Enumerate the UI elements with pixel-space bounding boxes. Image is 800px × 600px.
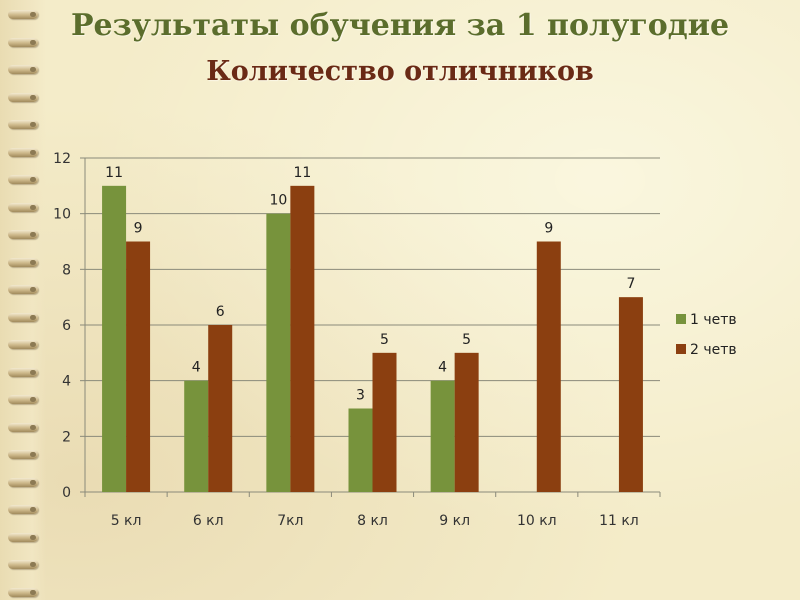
x-category-label: 9 кл <box>439 513 470 529</box>
data-label: 11 <box>293 165 311 181</box>
bar <box>266 213 291 492</box>
spiral-ring <box>8 422 38 432</box>
spiral-ring <box>8 202 38 212</box>
y-tick-label: 2 <box>62 429 71 445</box>
spiral-ring <box>8 285 38 294</box>
data-label: 9 <box>134 221 143 237</box>
spiral-ring <box>8 92 38 102</box>
bars <box>102 185 643 493</box>
data-label: 5 <box>462 332 471 348</box>
data-label: 7 <box>626 276 635 292</box>
y-tick-label: 10 <box>53 207 71 223</box>
spiral-ring <box>8 477 38 487</box>
spiral-ring <box>8 532 38 542</box>
spiral-ring <box>8 505 38 514</box>
spiral-ring <box>8 175 38 184</box>
bar <box>184 380 209 492</box>
bar <box>454 352 479 492</box>
y-tick-label: 8 <box>62 262 71 278</box>
x-axis: 5 кл 6 кл 7кл 8 кл 9 кл 10 кл 11 кл <box>84 492 661 529</box>
y-tick-label: 12 <box>53 151 71 167</box>
spiral-ring <box>8 147 38 157</box>
data-label: 4 <box>192 360 201 376</box>
legend-label: 1 четв <box>690 312 737 328</box>
legend-label: 2 четв <box>690 342 737 358</box>
spiral-ring <box>8 37 38 47</box>
spiral-ring <box>8 230 38 239</box>
bar <box>372 352 397 492</box>
data-label: 4 <box>438 360 447 376</box>
spiral-ring <box>8 312 38 322</box>
bar <box>102 185 127 493</box>
y-axis: 0 2 4 6 8 10 12 <box>53 151 86 501</box>
spiral-ring <box>8 120 38 129</box>
spiral-ring <box>8 367 38 377</box>
y-tick-label: 4 <box>62 374 71 390</box>
x-category-label: 5 кл <box>111 513 142 529</box>
spiral-ring <box>8 395 38 404</box>
data-label: 10 <box>269 193 287 209</box>
x-category-label: 10 кл <box>517 513 557 529</box>
y-tick-label: 0 <box>62 485 71 501</box>
page-title: Результаты обучения за 1 полугодие <box>70 8 730 43</box>
bar <box>348 408 373 492</box>
spiral-ring <box>8 587 38 597</box>
spiral-ring <box>8 340 38 349</box>
data-label: 6 <box>216 304 225 320</box>
bar <box>126 241 151 492</box>
spiral-ring <box>8 560 38 569</box>
x-category-label: 8 кл <box>357 513 388 529</box>
data-labels: 11 4 10 3 4 9 6 11 5 5 9 7 <box>105 165 635 404</box>
data-label: 3 <box>356 388 365 404</box>
spiral-ring <box>8 65 38 74</box>
bar <box>618 297 643 492</box>
data-label: 11 <box>105 165 123 181</box>
spiral-ring <box>8 257 38 267</box>
data-label: 5 <box>380 332 389 348</box>
bar <box>430 380 455 492</box>
spiral-ring <box>8 10 38 19</box>
legend: 1 четв 2 четв <box>676 312 737 358</box>
page-subtitle: Количество отличников <box>206 56 594 87</box>
y-tick-label: 6 <box>62 318 71 334</box>
legend-swatch <box>676 314 686 324</box>
spiral-ring <box>8 450 38 459</box>
bar <box>208 325 233 492</box>
x-category-label: 7кл <box>277 513 303 529</box>
bar <box>536 241 561 492</box>
notebook-spiral <box>0 0 46 600</box>
x-category-label: 6 кл <box>193 513 224 529</box>
data-label: 9 <box>544 221 553 237</box>
bar <box>290 185 315 493</box>
x-category-label: 11 кл <box>599 513 639 529</box>
legend-swatch <box>676 344 686 354</box>
